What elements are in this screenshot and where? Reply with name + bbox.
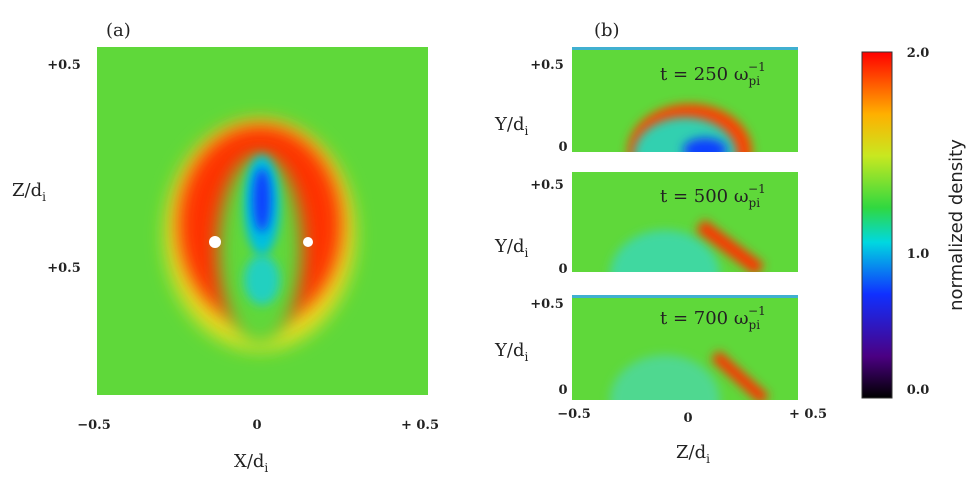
text-part: X/d (234, 451, 264, 472)
colorbar-tick-label: 2.0 (907, 46, 930, 61)
y-axis-label: Z/di (12, 180, 46, 204)
colorbar-tick-label: 0.0 (907, 383, 930, 398)
text-part: pi (749, 196, 761, 210)
panel-label: (b) (594, 20, 620, 41)
text-part: t = 250 ω (660, 64, 749, 85)
strip-labels: +0.5 0 Y/di t = 250 ωpi−1 +0.5 0 Y/di t … (494, 58, 766, 398)
x-tick-label: −0.5 (557, 407, 591, 422)
density-map-b3 (572, 295, 798, 400)
y-tick-label: +0.5 (530, 297, 564, 312)
text-part: −1 (748, 304, 766, 318)
y-tick-label: 0 (558, 383, 567, 398)
x-tick-label: + 0.5 (789, 407, 827, 422)
text-part: Z/d (12, 180, 42, 201)
text-part: Y/d (494, 340, 524, 361)
y-axis-label: Y/di (494, 236, 528, 260)
y-axis-label: Y/di (494, 340, 528, 364)
y-tick-label: 0 (558, 140, 567, 155)
y-tick-label: +0.5 (47, 261, 81, 276)
text-part: i (706, 452, 710, 466)
y-axis-label: Y/di (494, 114, 528, 138)
text-part: Z/d (676, 442, 706, 463)
text-part: Y/d (494, 114, 524, 135)
y-tick-label: +0.5 (530, 178, 564, 193)
x-axis-label: Z/di (676, 442, 710, 466)
text-part: i (524, 124, 528, 138)
text-part: i (42, 190, 46, 204)
colorbar-tick-label: 1.0 (907, 247, 930, 262)
text-part: −1 (748, 182, 766, 196)
x-axis-label: X/di (234, 451, 268, 475)
text-part: Y/d (494, 236, 524, 257)
text-part: pi (749, 318, 761, 332)
y-tick-label: +0.5 (530, 58, 564, 73)
time-label: t = 700 ωpi−1 (660, 304, 766, 332)
x-tick-label: + 0.5 (401, 418, 439, 433)
y-tick-label: +0.5 (47, 58, 81, 73)
colorbar (861, 51, 893, 399)
text-part: i (264, 461, 268, 475)
text-part: i (524, 246, 528, 260)
y-tick-label: 0 (558, 262, 567, 277)
time-label: t = 250 ωpi−1 (660, 60, 766, 88)
time-label: t = 500 ωpi−1 (660, 182, 766, 210)
text-part: −1 (748, 60, 766, 74)
text-part: t = 500 ω (660, 186, 749, 207)
text-part: t = 700 ω (660, 308, 749, 329)
x-tick-label: 0 (683, 411, 692, 426)
colorbar-label: normalized density (946, 139, 967, 311)
x-tick-label: 0 (252, 418, 261, 433)
x-tick-label: −0.5 (77, 418, 111, 433)
text-part: pi (749, 74, 761, 88)
density-map-b1 (572, 47, 798, 152)
density-map-a (97, 47, 428, 395)
panel-label: (a) (106, 20, 131, 41)
density-map-b2 (572, 172, 798, 272)
text-part: i (524, 350, 528, 364)
